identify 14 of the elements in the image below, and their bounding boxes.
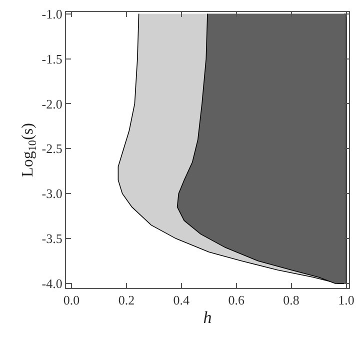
x-tick-label: 0.0 [63, 292, 80, 308]
y-tick-label: -2.0 [42, 96, 62, 112]
x-tick-label: 0.2 [118, 292, 135, 308]
x-tick-label: 0.6 [228, 292, 245, 308]
y-tick-label: -3.0 [42, 186, 62, 202]
y-tick-label: -1.5 [42, 51, 62, 66]
y-tick-label: -2.5 [42, 141, 62, 156]
y-tick-label: -1.0 [42, 6, 62, 22]
x-tick-label: 1.0 [338, 292, 354, 308]
x-tick-label: 0.4 [173, 292, 190, 308]
x-tick-label: 0.8 [283, 292, 300, 308]
y-tick-label: -3.5 [42, 231, 62, 246]
y-tick-label: -4.0 [42, 276, 62, 292]
x-axis-title: h [203, 308, 212, 327]
